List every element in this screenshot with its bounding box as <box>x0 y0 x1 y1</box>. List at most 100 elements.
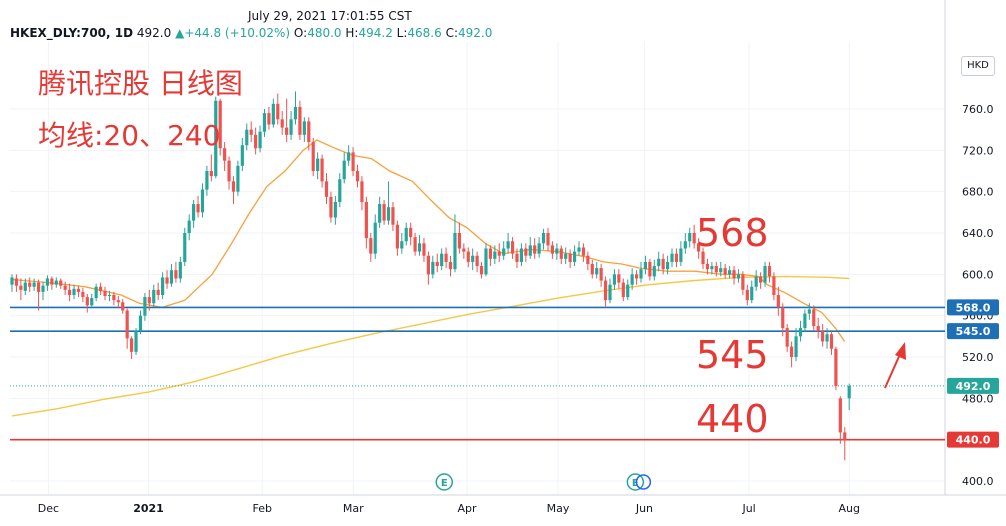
candle-body <box>603 280 608 301</box>
candle <box>333 195 337 225</box>
open-label: O: <box>293 26 308 40</box>
price-label-492[interactable]: 492.0 <box>956 380 991 393</box>
candle <box>249 121 253 143</box>
candle <box>254 127 258 155</box>
symbol-name[interactable]: HKEX_DLY:700, 1D <box>10 26 134 40</box>
candle <box>665 255 670 275</box>
candle <box>231 176 236 205</box>
candle-body <box>103 290 107 297</box>
earnings-event-icon[interactable] <box>626 473 645 491</box>
candle-body <box>599 268 603 281</box>
candle-body <box>404 227 408 242</box>
candle <box>311 137 315 177</box>
candle <box>72 284 76 300</box>
x-tick-label: Mar <box>343 502 364 515</box>
dividend-event-icon[interactable] <box>635 474 652 490</box>
candle <box>298 100 302 140</box>
candle <box>696 238 701 259</box>
candle-body <box>444 253 448 262</box>
candle <box>23 278 27 295</box>
candle-body <box>648 261 652 277</box>
candle <box>156 282 160 301</box>
candle <box>422 238 426 262</box>
y-tick-label: 600.0 <box>962 268 994 281</box>
candle-body <box>714 266 718 273</box>
candle <box>236 160 240 196</box>
candle-body <box>524 248 528 256</box>
candle <box>36 279 41 311</box>
candle-body <box>187 220 191 233</box>
candle <box>745 284 749 306</box>
candle-body <box>289 119 293 135</box>
x-tick-label: May <box>547 502 570 515</box>
candle-body <box>23 282 27 291</box>
candle <box>19 278 23 301</box>
candle <box>790 341 794 368</box>
candle-body <box>134 331 138 352</box>
candle <box>736 269 741 283</box>
candle <box>754 270 758 291</box>
candle-body <box>665 261 670 270</box>
candle <box>67 283 72 302</box>
candle <box>816 317 820 339</box>
candle-body <box>559 248 563 259</box>
x-tick-label: 2021 <box>133 502 164 515</box>
candle <box>409 222 413 246</box>
candle <box>825 328 829 349</box>
x-axis[interactable]: Dec 2021 Feb Mar Apr May Jun Jul Aug <box>38 502 860 515</box>
y-tick-label: 640.0 <box>962 227 994 240</box>
low-value: 468.6 <box>407 26 442 40</box>
candle-body <box>728 270 732 275</box>
candle <box>240 137 244 171</box>
price-label-box[interactable] <box>947 377 999 394</box>
candle-body <box>821 331 825 342</box>
currency-button[interactable]: HKD <box>961 56 995 76</box>
candle <box>271 98 275 128</box>
last-price: 492.0 <box>136 26 172 40</box>
candle <box>599 264 603 287</box>
candle-body <box>152 289 156 304</box>
candle-body <box>67 289 72 295</box>
candle-body <box>834 348 838 386</box>
candle-body <box>586 255 590 264</box>
price-label-box[interactable] <box>947 431 999 448</box>
candle-body <box>298 106 302 135</box>
price-label-440[interactable]: 440.0 <box>956 434 991 447</box>
candle <box>546 227 550 252</box>
candle-body <box>440 253 444 267</box>
candle-body <box>790 346 794 357</box>
candle-body <box>147 297 151 304</box>
candle <box>515 248 519 269</box>
earnings-event-icon[interactable] <box>435 473 453 491</box>
y-axis[interactable]: 400.0440.0480.0520.0560.0600.0640.0680.0… <box>947 103 999 488</box>
price-label-545[interactable]: 545.0 <box>956 325 991 338</box>
horizontal-lines[interactable] <box>10 306 945 441</box>
candle-body <box>798 328 803 337</box>
candle-body <box>324 181 329 197</box>
candle-body <box>506 241 510 249</box>
candle-body <box>816 326 820 332</box>
candle-body <box>209 171 213 177</box>
price-label-568[interactable]: 568.0 <box>956 301 991 314</box>
candle-body <box>572 251 577 262</box>
candle <box>165 270 169 289</box>
candle-body <box>785 328 789 347</box>
candle <box>351 147 355 177</box>
candle <box>719 261 723 277</box>
candle <box>262 109 267 137</box>
price-label-box[interactable] <box>947 323 999 340</box>
chart-title-annotation: 腾讯控股 日线图 <box>38 67 243 100</box>
candle-body <box>218 100 222 149</box>
candle-body <box>471 255 475 262</box>
candle <box>568 249 572 269</box>
candle-body <box>409 227 413 238</box>
candle <box>603 276 608 308</box>
symbol-legend[interactable]: HKEX_DLY:700, 1D 492.0 ▲+44.8 (+10.02%) … <box>10 26 492 40</box>
candle <box>107 290 112 302</box>
candle-body <box>652 266 656 277</box>
price-label-box[interactable] <box>947 299 999 316</box>
candle-body <box>772 276 776 295</box>
candle-body <box>683 241 687 249</box>
